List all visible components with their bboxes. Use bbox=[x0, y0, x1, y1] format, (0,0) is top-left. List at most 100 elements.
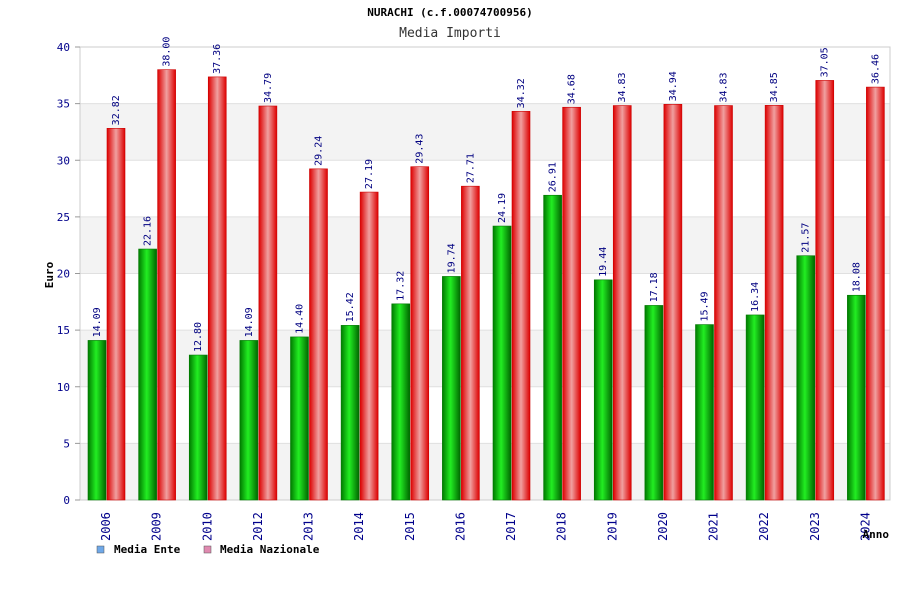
chart-title: NURACHI (c.f.00074700956) bbox=[367, 6, 533, 19]
value-label: 26.91 bbox=[548, 162, 559, 192]
x-tick-label: 2009 bbox=[150, 512, 164, 541]
bar-media-ente-2006 bbox=[87, 340, 107, 501]
y-tick-label: 30 bbox=[57, 154, 70, 167]
bar-media-nazionale-2015 bbox=[410, 166, 430, 501]
x-tick-label: 2014 bbox=[352, 512, 366, 541]
value-label: 34.83 bbox=[719, 72, 730, 102]
value-label: 37.36 bbox=[212, 44, 223, 74]
bar-media-nazionale-2014 bbox=[359, 191, 379, 501]
bar-media-ente-2019 bbox=[593, 279, 613, 501]
legend-swatch-media-nazionale bbox=[203, 545, 212, 554]
y-axis-ticks: 0 5 10 15 20 25 30 35 40 bbox=[57, 41, 80, 507]
legend-swatch-media-ente bbox=[96, 545, 105, 554]
value-label: 14.09 bbox=[92, 307, 103, 337]
bar-media-nazionale-2006 bbox=[106, 128, 126, 501]
legend-label-media-nazionale: Media Nazionale bbox=[220, 543, 320, 556]
bar-media-nazionale-2016 bbox=[461, 185, 480, 501]
x-tick-label: 2019 bbox=[605, 512, 619, 541]
value-label: 34.83 bbox=[617, 72, 628, 102]
x-tick-label: 2010 bbox=[200, 512, 214, 541]
bar-media-nazionale-2021 bbox=[714, 105, 733, 501]
x-tick-label: 2018 bbox=[555, 512, 569, 541]
bar-media-ente-2016 bbox=[442, 276, 461, 501]
bar-media-ente-2017 bbox=[492, 225, 512, 501]
value-label: 24.19 bbox=[497, 193, 508, 223]
bar-media-ente-2015 bbox=[391, 303, 411, 501]
bar-media-nazionale-2019 bbox=[612, 105, 632, 501]
value-label: 29.24 bbox=[314, 136, 325, 166]
value-label: 19.74 bbox=[446, 243, 457, 273]
legend: Media Ente Media Nazionale bbox=[96, 543, 320, 556]
y-tick-label: 40 bbox=[57, 41, 70, 54]
value-label: 27.19 bbox=[364, 159, 375, 189]
bar-media-ente-2020 bbox=[644, 305, 664, 501]
value-label: 34.79 bbox=[263, 73, 274, 103]
bars-group bbox=[87, 69, 885, 501]
value-label: 12.80 bbox=[193, 322, 204, 352]
y-tick-label: 0 bbox=[63, 494, 70, 507]
bar-media-ente-2009 bbox=[138, 248, 157, 501]
x-tick-label: 2017 bbox=[504, 512, 518, 541]
value-label: 14.40 bbox=[295, 304, 306, 334]
bar-media-ente-2014 bbox=[340, 325, 360, 501]
value-label: 34.68 bbox=[567, 74, 578, 104]
value-label: 27.71 bbox=[465, 153, 476, 183]
bar-media-ente-2022 bbox=[745, 314, 765, 501]
value-label: 19.44 bbox=[598, 247, 609, 277]
value-label: 34.32 bbox=[516, 78, 527, 108]
x-axis-ticks: 2006 2009 2010 2012 2013 2014 2015 2016 2017 2018… bbox=[99, 512, 872, 541]
x-tick-label: 2024 bbox=[858, 512, 872, 541]
value-label: 34.85 bbox=[769, 72, 780, 102]
bar-media-ente-2010 bbox=[188, 354, 208, 501]
x-tick-label: 2016 bbox=[453, 512, 467, 541]
x-tick-label: 2015 bbox=[403, 512, 417, 541]
x-tick-label: 2022 bbox=[757, 512, 771, 541]
value-label: 37.05 bbox=[820, 47, 831, 77]
value-label: 38.00 bbox=[162, 37, 173, 67]
y-tick-label: 5 bbox=[63, 437, 70, 450]
x-tick-label: 2020 bbox=[656, 512, 670, 541]
value-label: 17.18 bbox=[649, 272, 660, 302]
bar-media-nazionale-2017 bbox=[511, 111, 531, 501]
x-tick-label: 2023 bbox=[808, 512, 822, 541]
x-tick-label: 2021 bbox=[707, 512, 721, 541]
y-tick-label: 25 bbox=[57, 211, 70, 224]
value-label: 15.49 bbox=[700, 291, 711, 321]
bar-media-nazionale-2010 bbox=[207, 76, 227, 501]
x-axis-label: Anno bbox=[863, 528, 890, 541]
bar-media-nazionale-2018 bbox=[562, 106, 581, 501]
bar-media-ente-2021 bbox=[695, 324, 714, 501]
chart-subtitle: Media Importi bbox=[399, 26, 501, 41]
bar-media-ente-2024 bbox=[847, 294, 866, 501]
value-label: 36.46 bbox=[870, 54, 881, 84]
x-tick-label: 2013 bbox=[302, 512, 316, 541]
bar-media-nazionale-2013 bbox=[309, 168, 328, 501]
bar-media-ente-2013 bbox=[290, 336, 309, 501]
value-label: 17.32 bbox=[396, 271, 407, 301]
value-label: 22.16 bbox=[143, 216, 154, 246]
x-tick-label: 2006 bbox=[99, 512, 113, 541]
value-label: 34.94 bbox=[668, 71, 679, 101]
y-tick-label: 35 bbox=[57, 98, 70, 111]
value-label: 16.34 bbox=[750, 282, 761, 312]
bar-media-ente-2023 bbox=[796, 255, 816, 501]
y-tick-label: 15 bbox=[57, 324, 70, 337]
y-tick-label: 10 bbox=[57, 381, 70, 394]
x-tick-label: 2012 bbox=[251, 512, 265, 541]
value-label: 18.08 bbox=[851, 262, 862, 292]
value-label: 14.09 bbox=[244, 307, 255, 337]
bar-media-ente-2018 bbox=[543, 194, 562, 501]
bar-media-nazionale-2023 bbox=[815, 80, 835, 501]
bar-media-nazionale-2024 bbox=[866, 86, 885, 501]
y-tick-label: 20 bbox=[57, 268, 70, 281]
bar-media-nazionale-2020 bbox=[663, 104, 683, 501]
y-axis-label: Euro bbox=[43, 261, 56, 288]
bar-media-ente-2012 bbox=[239, 340, 259, 501]
bar-media-nazionale-2022 bbox=[764, 105, 784, 501]
bar-media-nazionale-2009 bbox=[157, 69, 176, 501]
value-label: 32.82 bbox=[111, 95, 122, 125]
value-label: 29.43 bbox=[415, 134, 426, 164]
value-label: 21.57 bbox=[801, 223, 812, 253]
bar-media-nazionale-2012 bbox=[258, 105, 278, 501]
